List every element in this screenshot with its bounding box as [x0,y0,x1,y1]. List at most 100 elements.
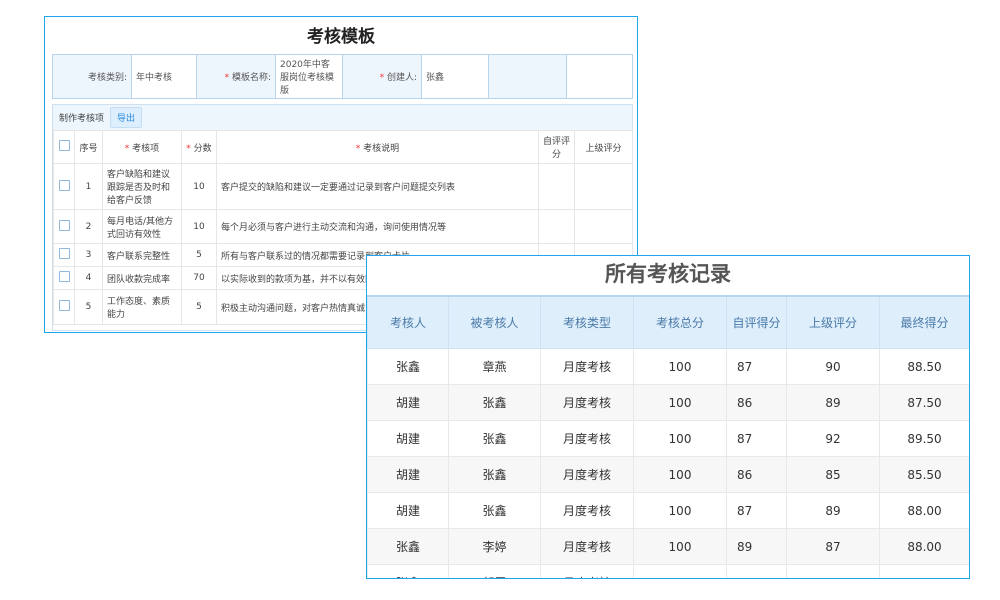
required-star-icon: * [224,73,230,83]
item-score: 10 [181,209,217,244]
item-name: 工作态度、素质能力 [102,289,182,325]
record-final-score: 89.50 [879,420,969,457]
record-type: 月度考核 [540,528,634,565]
col-superior: 上级评分 [574,130,633,164]
records-panel: 所有考核记录 考核人 被考核人 考核类型 考核总分 自评得分 上级评分 最终得分… [366,255,970,579]
records-title: 所有考核记录 [605,262,731,286]
row-checkbox[interactable] [58,271,70,282]
record-superior-score: 89 [786,384,880,421]
record-total: 100 [633,420,727,457]
item-row: 1 客户缺陷和建议跟踪是否及时和给客户反馈 10 客户提交的缺陷和建议一定要通过… [53,163,633,210]
record-self-score: 85 [726,564,787,578]
record-reviewer: 胡建 [367,456,449,493]
item-no: 4 [74,266,103,290]
record-reviewer: 张鑫 [367,564,449,578]
record-reviewee: 张鑫 [448,456,541,493]
item-score: 10 [181,163,217,210]
item-desc: 客户提交的缺陷和建议一定要通过记录到客户问题提交列表 [216,163,539,210]
item-row: 2 每月电话/其他方式回访有效性 10 每个月必须与客户进行主动交流和沟通，询问… [53,209,633,244]
required-star-icon: * [379,73,385,83]
empty-cell [566,54,633,99]
record-row[interactable]: 胡建 张鑫 月度考核 100 87 89 88.00 [367,492,969,529]
record-self-score: 86 [726,384,787,421]
col-desc: 考核说明 [363,143,400,154]
record-self-score: 89 [726,528,787,565]
record-superior-score: 82 [786,564,880,578]
required-star-icon: * [186,143,191,154]
record-reviewee: 李婷 [448,528,541,565]
template-info-table: 考核类别: 年中考核 * 模板名称: 2020年中客服岗位考核模版 * 创建人:… [52,54,633,99]
creator-value[interactable]: 张鑫 [421,54,489,99]
record-self-score: 87 [726,348,787,385]
record-reviewer: 胡建 [367,384,449,421]
record-superior-score: 90 [786,348,880,385]
record-total: 100 [633,528,727,565]
col-type: 考核类型 [540,295,634,349]
item-superior-score[interactable] [574,209,633,244]
record-reviewer: 胡建 [367,492,449,529]
record-type: 月度考核 [540,348,634,385]
export-button[interactable]: 导出 [110,107,143,128]
record-superior-score: 87 [786,528,880,565]
record-reviewee: 胡雪 [448,564,541,578]
record-final-score: 88.50 [879,348,969,385]
item-superior-score[interactable] [574,163,633,210]
name-value[interactable]: 2020年中客服岗位考核模版 [275,54,343,99]
item-name: 每月电话/其他方式回访有效性 [102,209,182,244]
record-row[interactable]: 张鑫 章燕 月度考核 100 87 90 88.50 [367,348,969,385]
col-total: 考核总分 [633,295,727,349]
select-all-checkbox[interactable] [58,140,70,151]
record-reviewer: 胡建 [367,420,449,457]
record-self-score: 86 [726,456,787,493]
item-name: 团队收款完成率 [102,266,182,290]
record-row[interactable]: 张鑫胡雪月度考核100858283.50 [367,564,969,578]
row-checkbox[interactable] [58,248,70,259]
record-row[interactable]: 胡建 张鑫 月度考核 100 86 89 87.50 [367,384,969,421]
col-superior-score: 上级评分 [786,295,880,349]
col-score: 分数 [193,143,212,154]
item-desc: 每个月必须与客户进行主动交流和沟通，询问使用情况等 [216,209,539,244]
row-checkbox[interactable] [58,179,70,191]
row-checkbox[interactable] [58,300,70,311]
record-final-score: 87.50 [879,384,969,421]
col-final-score: 最终得分 [879,295,969,349]
record-row[interactable]: 张鑫 李婷 月度考核 100 89 87 88.00 [367,528,969,565]
category-value[interactable]: 年中考核 [131,54,197,99]
item-no: 5 [74,289,103,325]
col-self-score: 自评得分 [726,295,787,349]
record-type: 月度考核 [540,384,634,421]
record-row[interactable]: 胡建 张鑫 月度考核 100 87 92 89.50 [367,420,969,457]
record-final-score: 88.00 [879,528,969,565]
item-no: 3 [74,243,103,267]
record-row[interactable]: 胡建 张鑫 月度考核 100 86 85 85.50 [367,456,969,493]
row-checkbox[interactable] [58,219,70,231]
name-label: 模板名称: [231,73,271,83]
item-score: 5 [181,243,217,267]
record-superior-score: 85 [786,456,880,493]
required-star-icon: * [355,143,361,154]
record-reviewer: 张鑫 [367,528,449,565]
col-self: 自评评分 [538,130,575,164]
template-title: 考核模板 [307,27,375,47]
record-type: 月度考核 [540,492,634,529]
record-final-score: 85.50 [879,456,969,493]
record-type: 月度考核 [540,420,634,457]
records-table: 考核人 被考核人 考核类型 考核总分 自评得分 上级评分 最终得分 张鑫 章燕 月度… [367,295,969,578]
item-score: 5 [181,289,217,325]
item-name: 客户联系完整性 [102,243,182,267]
col-reviewer: 考核人 [367,295,449,349]
item-self-score[interactable] [538,163,575,210]
toolbar-label: 制作考核项 [59,114,105,124]
item-no: 1 [74,163,103,210]
col-reviewee: 被考核人 [448,295,541,349]
item-self-score[interactable] [538,209,575,244]
record-reviewee: 张鑫 [448,420,541,457]
record-total: 100 [633,456,727,493]
record-reviewee: 章燕 [448,348,541,385]
record-final-score: 88.00 [879,492,969,529]
record-total: 100 [633,564,727,578]
item-no: 2 [74,209,103,244]
items-toolbar: 制作考核项 导出 [53,105,632,130]
record-total: 100 [633,348,727,385]
record-reviewee: 张鑫 [448,492,541,529]
